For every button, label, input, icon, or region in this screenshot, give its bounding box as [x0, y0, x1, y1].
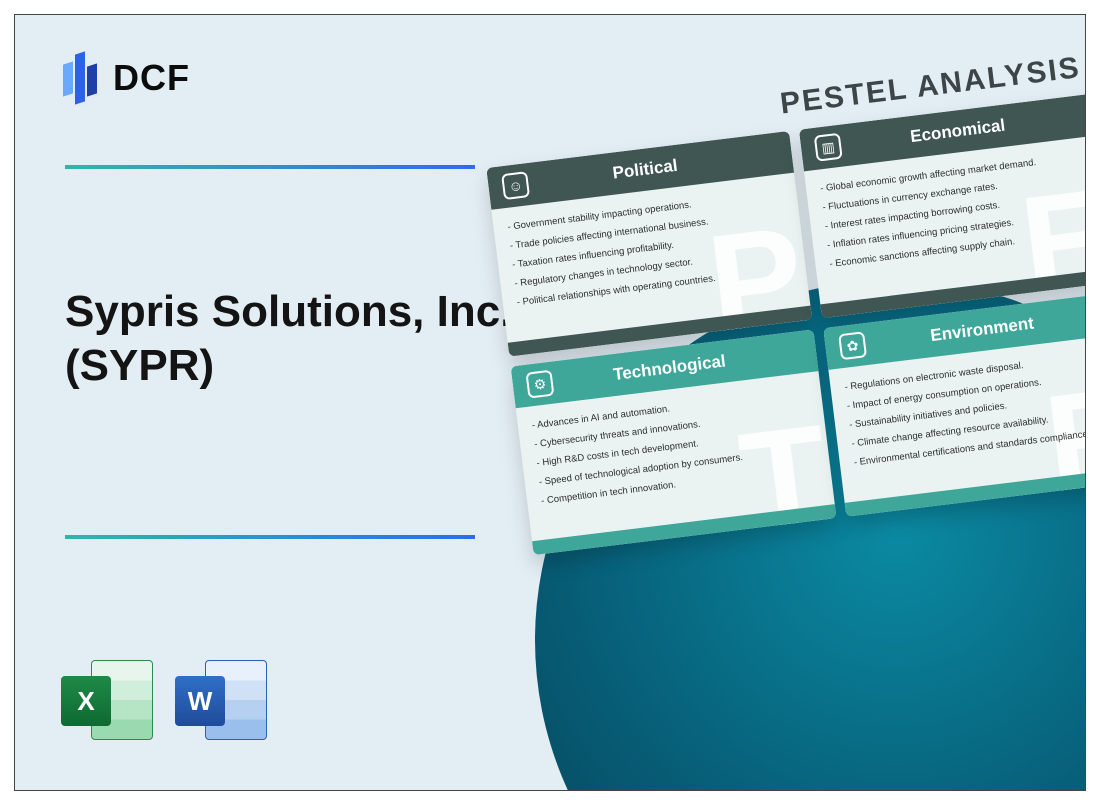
divider-bottom: [65, 535, 475, 539]
bars-icon: ▥: [814, 133, 843, 162]
infographic-frame: DCF Sypris Solutions, Inc. (SYPR) X W PE…: [14, 14, 1086, 791]
pestel-card: P☺PoliticalGovernment stability impactin…: [486, 131, 812, 357]
page-title: Sypris Solutions, Inc. (SYPR): [65, 285, 535, 392]
pestel-grid: P☺PoliticalGovernment stability impactin…: [486, 93, 1086, 556]
app-icons: X W: [61, 654, 267, 746]
pestel-card: E✿EnvironmentRegulations on electronic w…: [823, 291, 1086, 517]
logo-mark-icon: [63, 49, 103, 107]
excel-icon: X: [61, 654, 153, 746]
word-icon: W: [175, 654, 267, 746]
divider-top: [65, 165, 475, 169]
leaf-icon: ✿: [838, 331, 867, 360]
pestel-panel: PESTEL ANALYSIS P☺PoliticalGovernment st…: [481, 49, 1086, 555]
pestel-card: E▥EconomicalGlobal economic growth affec…: [799, 93, 1086, 319]
user-icon: ☺: [501, 171, 530, 200]
word-badge: W: [175, 676, 225, 726]
pestel-card: T⚙TechnologicalAdvances in AI and automa…: [511, 329, 837, 555]
brand-name: DCF: [113, 57, 190, 99]
brand-logo: DCF: [63, 49, 190, 107]
excel-badge: X: [61, 676, 111, 726]
gear-icon: ⚙: [525, 370, 554, 399]
